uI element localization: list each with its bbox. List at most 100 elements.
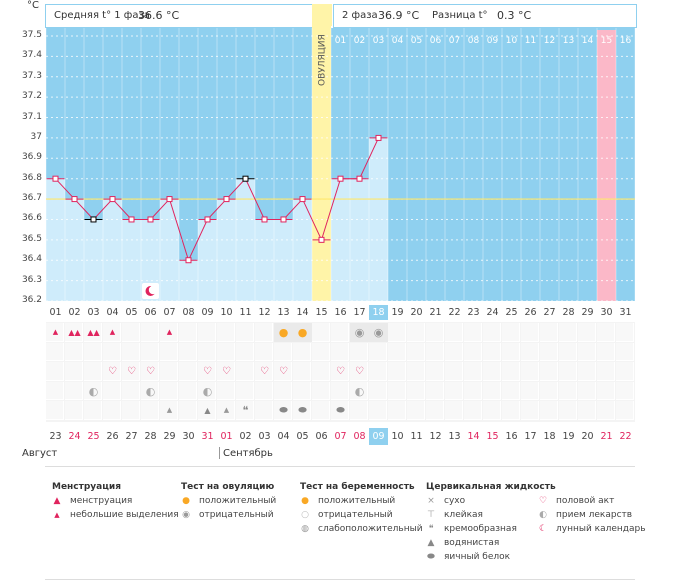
x-tick-day-11[interactable]: 11: [239, 307, 252, 318]
date-06[interactable]: 06: [315, 431, 328, 442]
grid-cell[interactable]: [312, 401, 330, 420]
date-01[interactable]: 01: [220, 431, 233, 442]
grid-cell[interactable]: [217, 401, 235, 420]
date-17[interactable]: 17: [524, 431, 537, 442]
grid-cell[interactable]: [65, 401, 83, 420]
grid-cell[interactable]: [331, 342, 349, 361]
date-19[interactable]: 19: [562, 431, 575, 442]
date-20[interactable]: 20: [581, 431, 594, 442]
grid-cell[interactable]: [331, 401, 349, 420]
grid-cell[interactable]: [369, 342, 387, 361]
date-02[interactable]: 02: [239, 431, 252, 442]
grid-cell[interactable]: [521, 342, 539, 361]
x-tick-day-20[interactable]: 20: [410, 307, 423, 318]
x-tick-day-17[interactable]: 17: [353, 307, 366, 318]
grid-cell[interactable]: [236, 381, 254, 400]
date-21[interactable]: 21: [600, 431, 613, 442]
grid-cell[interactable]: [255, 323, 273, 342]
grid-cell[interactable]: [464, 362, 482, 381]
x-tick-day-07[interactable]: 07: [163, 307, 176, 318]
grid-cell[interactable]: [198, 362, 216, 381]
grid-cell[interactable]: [312, 362, 330, 381]
grid-cell[interactable]: [388, 381, 406, 400]
grid-cell[interactable]: [122, 342, 140, 361]
x-tick-day-08[interactable]: 08: [182, 307, 195, 318]
grid-cell[interactable]: [293, 381, 311, 400]
date-22[interactable]: 22: [619, 431, 632, 442]
grid-cell[interactable]: [217, 362, 235, 381]
grid-cell[interactable]: [141, 342, 159, 361]
grid-cell[interactable]: [388, 401, 406, 420]
grid-cell[interactable]: [578, 401, 596, 420]
grid-cell[interactable]: [483, 323, 501, 342]
grid-cell[interactable]: [521, 362, 539, 381]
date-05[interactable]: 05: [296, 431, 309, 442]
grid-cell[interactable]: [122, 323, 140, 342]
x-tick-day-29[interactable]: 29: [581, 307, 594, 318]
grid-cell[interactable]: [141, 381, 159, 400]
grid-cell[interactable]: [464, 381, 482, 400]
grid-cell[interactable]: [540, 342, 558, 361]
grid-cell[interactable]: [84, 401, 102, 420]
x-tick-day-09[interactable]: 09: [201, 307, 214, 318]
grid-cell[interactable]: [46, 381, 64, 400]
grid-cell[interactable]: [426, 381, 444, 400]
grid-cell[interactable]: [521, 401, 539, 420]
date-04[interactable]: 04: [277, 431, 290, 442]
grid-cell[interactable]: [578, 362, 596, 381]
date-30[interactable]: 30: [182, 431, 195, 442]
grid-cell[interactable]: [502, 362, 520, 381]
grid-cell[interactable]: [426, 342, 444, 361]
date-03[interactable]: 03: [258, 431, 271, 442]
grid-cell[interactable]: [331, 323, 349, 342]
grid-cell[interactable]: [464, 323, 482, 342]
date-23[interactable]: 23: [49, 431, 62, 442]
grid-cell[interactable]: [160, 381, 178, 400]
grid-cell[interactable]: [122, 381, 140, 400]
grid-cell[interactable]: [236, 323, 254, 342]
grid-cell[interactable]: [426, 362, 444, 381]
date-27[interactable]: 27: [125, 431, 138, 442]
grid-cell[interactable]: [65, 381, 83, 400]
grid-cell[interactable]: [597, 401, 615, 420]
date-10[interactable]: 10: [391, 431, 404, 442]
grid-cell[interactable]: [616, 362, 634, 381]
date-08[interactable]: 08: [353, 431, 366, 442]
grid-cell[interactable]: [350, 401, 368, 420]
grid-cell[interactable]: [616, 323, 634, 342]
grid-cell[interactable]: [217, 323, 235, 342]
grid-cell[interactable]: [141, 401, 159, 420]
grid-cell[interactable]: [103, 381, 121, 400]
grid-cell[interactable]: [502, 342, 520, 361]
grid-cell[interactable]: [559, 362, 577, 381]
x-tick-day-22[interactable]: 22: [448, 307, 461, 318]
grid-cell[interactable]: [198, 381, 216, 400]
x-tick-day-04[interactable]: 04: [106, 307, 119, 318]
grid-cell[interactable]: [559, 381, 577, 400]
date-09[interactable]: 09: [369, 428, 388, 445]
grid-cell[interactable]: [84, 381, 102, 400]
x-tick-day-12[interactable]: 12: [258, 307, 271, 318]
x-tick-day-26[interactable]: 26: [524, 307, 537, 318]
grid-cell[interactable]: [274, 381, 292, 400]
grid-cell[interactable]: [540, 362, 558, 381]
date-31[interactable]: 31: [201, 431, 214, 442]
grid-cell[interactable]: [483, 401, 501, 420]
grid-cell[interactable]: [559, 342, 577, 361]
grid-cell[interactable]: [464, 401, 482, 420]
grid-cell[interactable]: [255, 362, 273, 381]
grid-cell[interactable]: [407, 362, 425, 381]
date-13[interactable]: 13: [448, 431, 461, 442]
grid-cell[interactable]: [464, 342, 482, 361]
grid-cell[interactable]: [160, 323, 178, 342]
grid-cell[interactable]: [217, 381, 235, 400]
grid-cell[interactable]: [407, 381, 425, 400]
grid-cell[interactable]: [331, 381, 349, 400]
grid-cell[interactable]: [616, 401, 634, 420]
date-25[interactable]: 25: [87, 431, 100, 442]
grid-cell[interactable]: [483, 381, 501, 400]
grid-cell[interactable]: [179, 342, 197, 361]
grid-cell[interactable]: [369, 401, 387, 420]
grid-cell[interactable]: [559, 401, 577, 420]
grid-cell[interactable]: [103, 401, 121, 420]
